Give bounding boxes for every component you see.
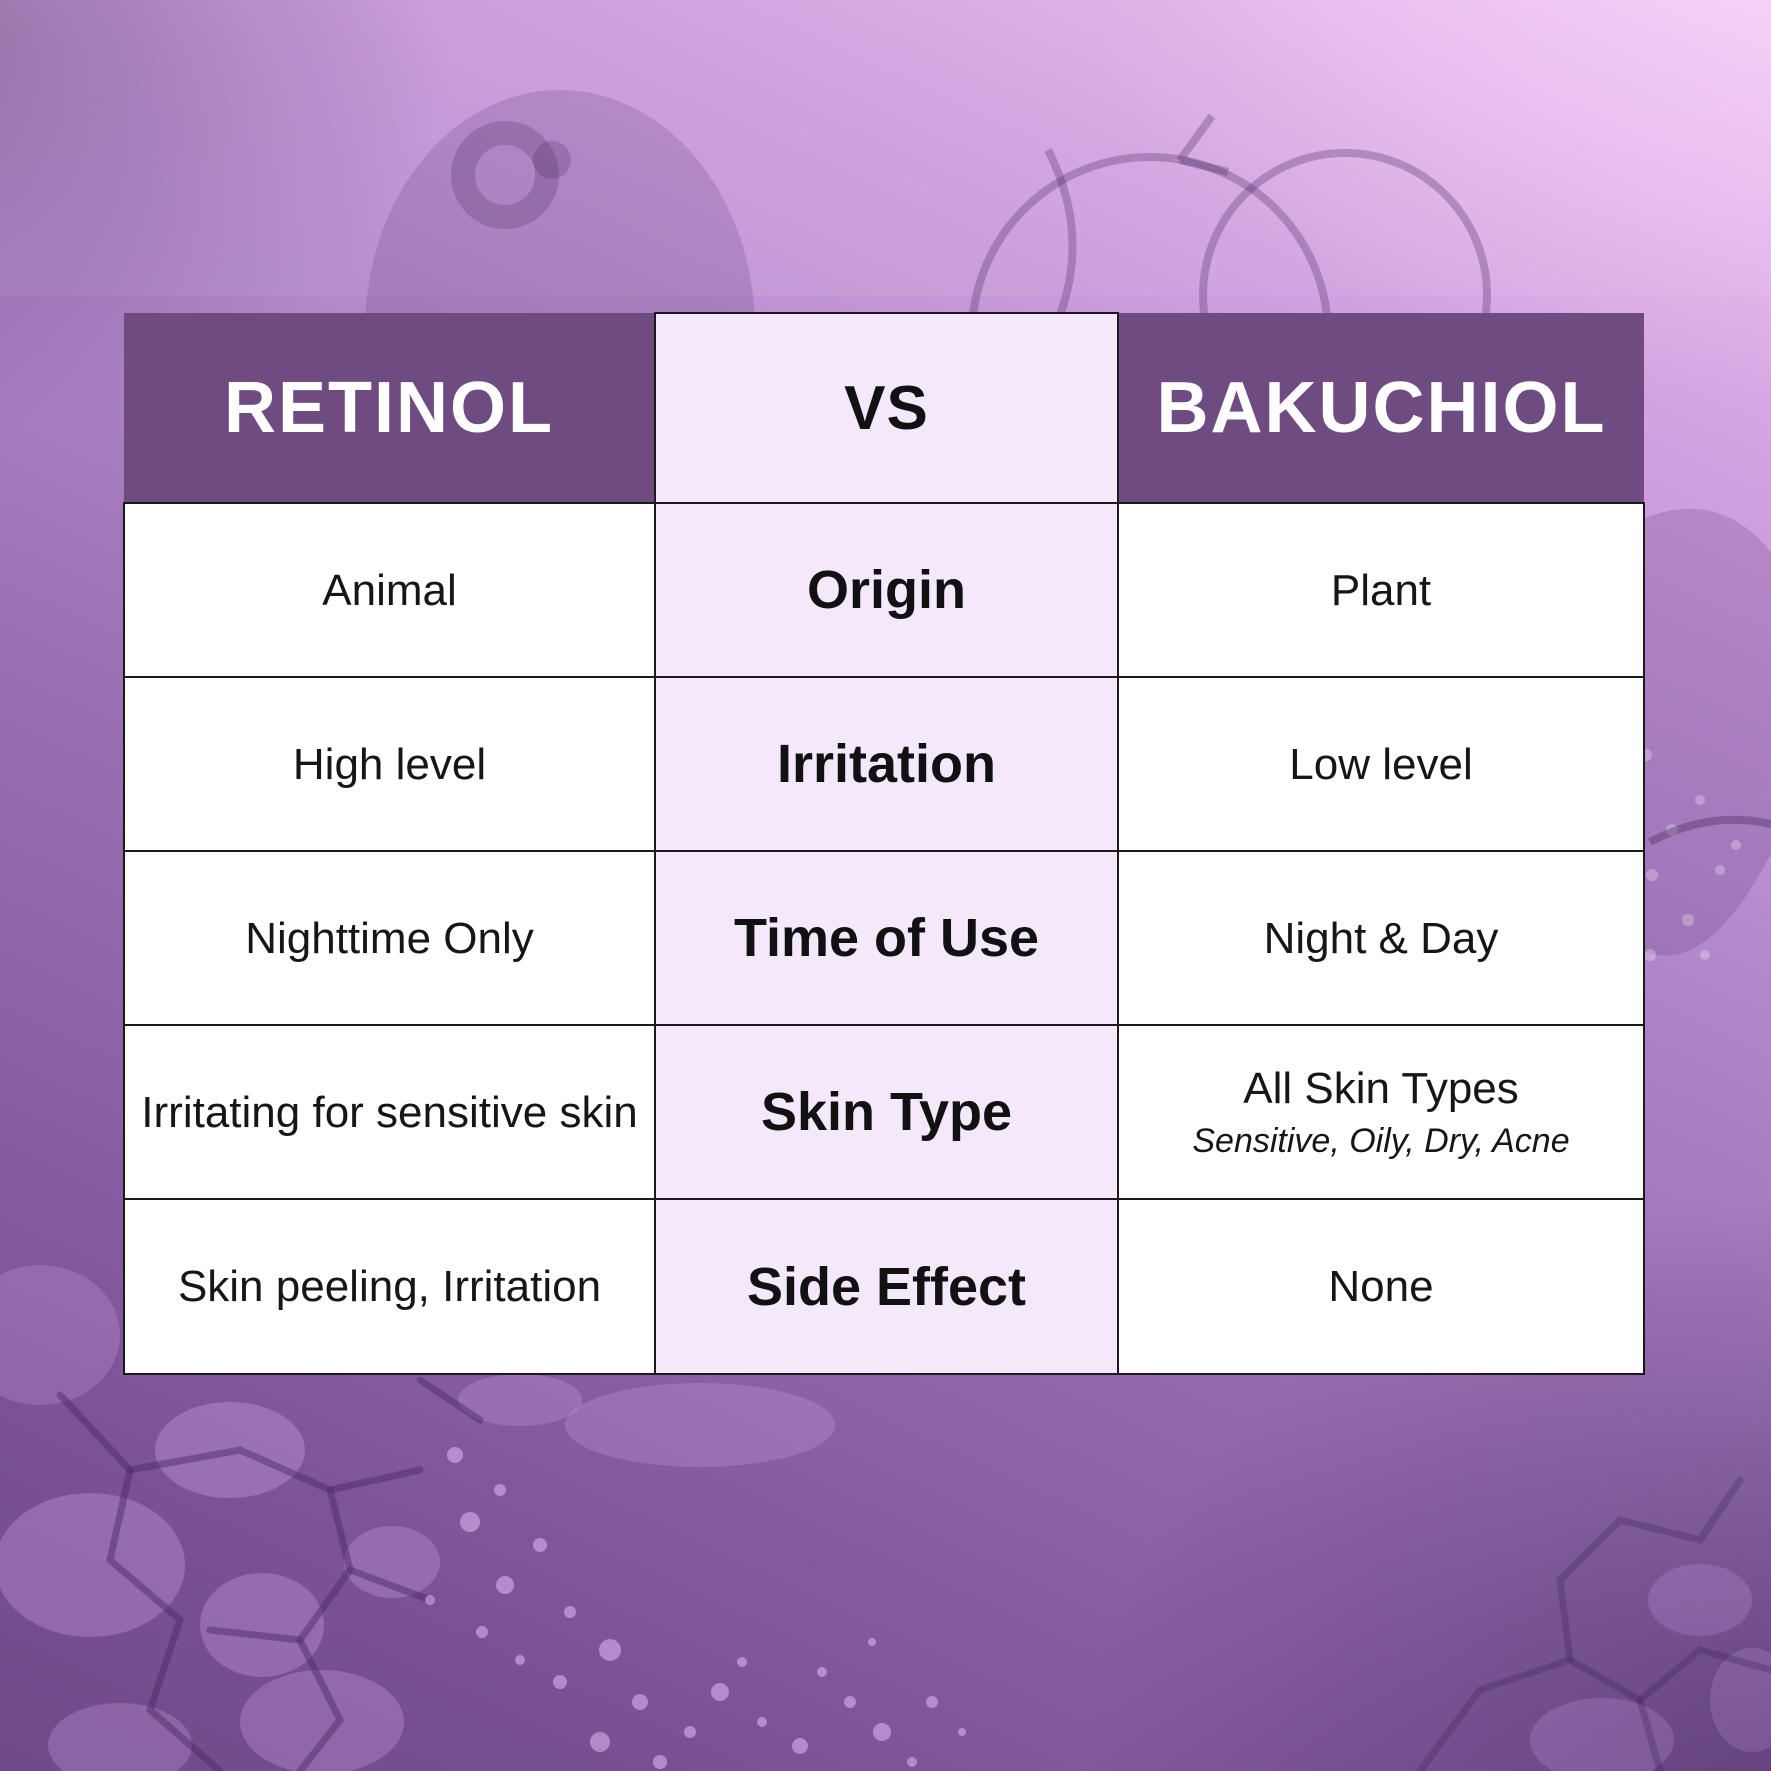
cell-web-bottom-left-illustration — [0, 1265, 835, 1771]
cell-retinol-skin-type: Irritating for sensitive skin — [123, 1024, 656, 1200]
cell-bakuchiol-skin-type: All Skin Types Sensitive, Oily, Dry, Acn… — [1117, 1024, 1645, 1200]
header-cell-retinol: RETINOL — [124, 313, 655, 503]
cell-web-bottom-right-illustration — [1416, 1476, 1771, 1771]
cell-bakuchiol-origin: Plant — [1117, 502, 1645, 678]
comparison-table: RETINOL VS BAKUCHIOL Animal Origin Plant… — [123, 312, 1645, 1375]
cell-ring-icon — [451, 121, 571, 229]
table-row-time-of-use: Nighttime Only Time of Use Night & Day — [123, 850, 1645, 1026]
table-row-side-effect: Skin peeling, Irritation Side Effect Non… — [123, 1198, 1645, 1375]
cell-category-origin: Origin — [654, 502, 1119, 678]
skin-types-main-text: All Skin Types — [1243, 1064, 1519, 1114]
cell-category-side-effect: Side Effect — [654, 1198, 1119, 1375]
cell-category-time-of-use: Time of Use — [654, 850, 1119, 1026]
skin-types-sub-text: Sensitive, Oily, Dry, Acne — [1192, 1122, 1570, 1161]
cell-retinol-side-effect: Skin peeling, Irritation — [123, 1198, 656, 1375]
header-cell-bakuchiol: BAKUCHIOL — [1118, 313, 1644, 503]
cell-bakuchiol-time-of-use: Night & Day — [1117, 850, 1645, 1026]
cell-category-irritation: Irritation — [654, 676, 1119, 852]
table-row-skin-type: Irritating for sensitive skin Skin Type … — [123, 1024, 1645, 1200]
cell-retinol-irritation: High level — [123, 676, 656, 852]
cell-blob-right-illustration — [1640, 508, 1771, 961]
table-row-origin: Animal Origin Plant — [123, 502, 1645, 678]
background-top-band — [0, 0, 1771, 296]
cell-bakuchiol-irritation: Low level — [1117, 676, 1645, 852]
cell-retinol-origin: Animal — [123, 502, 656, 678]
table-row-irritation: High level Irritation Low level — [123, 676, 1645, 852]
cell-bakuchiol-side-effect: None — [1117, 1198, 1645, 1375]
cell-category-skin-type: Skin Type — [654, 1024, 1119, 1200]
table-header-row: RETINOL VS BAKUCHIOL — [124, 312, 1644, 504]
header-cell-vs: VS — [654, 312, 1119, 504]
bubbles-bottom-illustration — [425, 1447, 966, 1769]
cell-retinol-time-of-use: Nighttime Only — [123, 850, 656, 1026]
